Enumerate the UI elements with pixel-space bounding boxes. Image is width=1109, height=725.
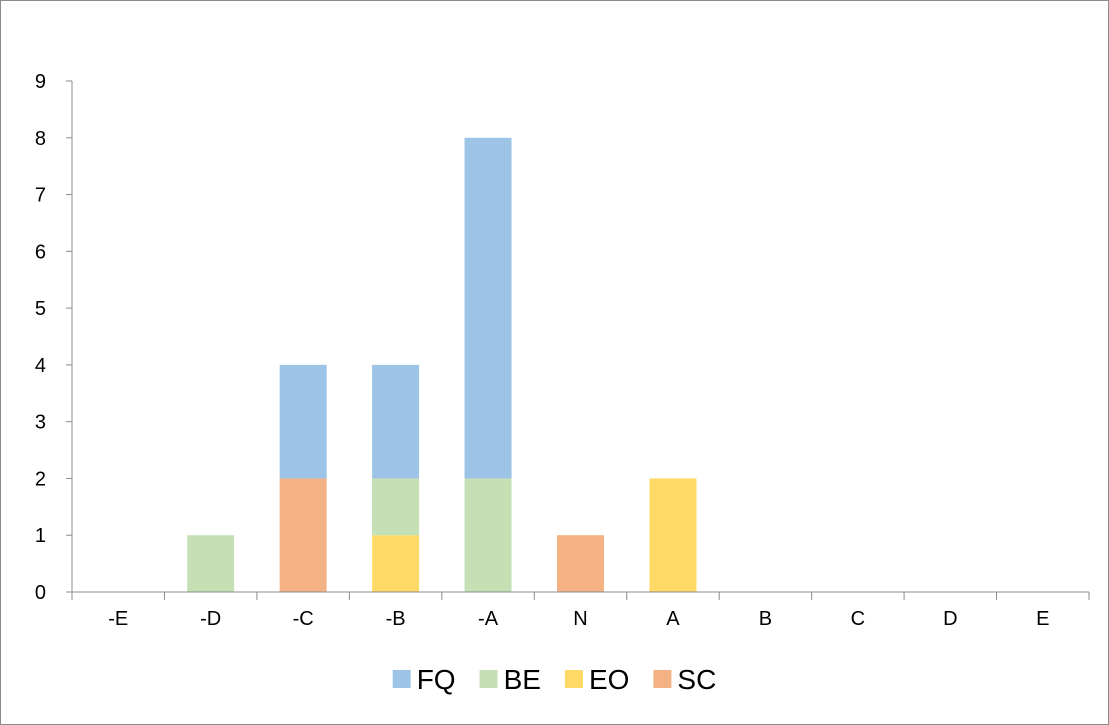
y-tick-label: 8 — [35, 128, 46, 150]
y-tick-label: 0 — [35, 582, 46, 604]
x-tick-label: -A — [478, 608, 499, 630]
x-tick-label: -D — [200, 608, 221, 630]
y-tick-label: 5 — [35, 298, 46, 320]
x-tick-label: -B — [386, 608, 406, 630]
y-tick-label: 6 — [35, 241, 46, 263]
bar-eo--B — [372, 535, 420, 592]
x-tick-label: -E — [108, 608, 128, 630]
legend-label-eo: EO — [589, 664, 629, 695]
x-tick-label: E — [1036, 608, 1049, 630]
bar-sc--C — [279, 478, 327, 592]
x-tick-label: C — [851, 608, 865, 630]
y-tick-label: 4 — [35, 355, 46, 377]
x-tick-label: -C — [293, 608, 314, 630]
legend: FQ BE EO SC — [392, 664, 716, 695]
x-tick-label: B — [759, 608, 772, 630]
legend-swatch-eo — [564, 670, 583, 688]
bars-layer — [187, 137, 697, 592]
axes-layer: 0 1 2 3 4 5 6 7 8 9 -E -D -C -B -A N A B C D E — [35, 71, 1090, 630]
y-tick-label: 1 — [35, 525, 46, 547]
legend-label-fq: FQ — [417, 664, 456, 695]
bar-eo-A — [649, 478, 697, 592]
bar-fq--C — [279, 364, 327, 479]
x-tick-label: N — [573, 608, 587, 630]
y-tick-label: 9 — [35, 71, 46, 93]
bar-be--B — [372, 478, 420, 536]
legend-swatch-be — [479, 670, 498, 688]
bar-sc-N — [557, 535, 604, 592]
bar-fq--B — [372, 364, 420, 479]
bar-be--D — [187, 535, 235, 592]
legend-label-sc: SC — [677, 664, 716, 695]
y-tick-label: 3 — [35, 412, 46, 434]
legend-swatch-sc — [653, 670, 672, 688]
x-tick-label: D — [943, 608, 957, 630]
legend-label-be: BE — [504, 664, 541, 695]
bar-be--A — [464, 478, 512, 592]
y-tick-label: 2 — [35, 468, 46, 490]
x-tick-label: A — [666, 608, 680, 630]
legend-swatch-fq — [392, 670, 411, 688]
y-tick-label: 7 — [35, 185, 46, 207]
bar-fq--A — [464, 137, 512, 479]
